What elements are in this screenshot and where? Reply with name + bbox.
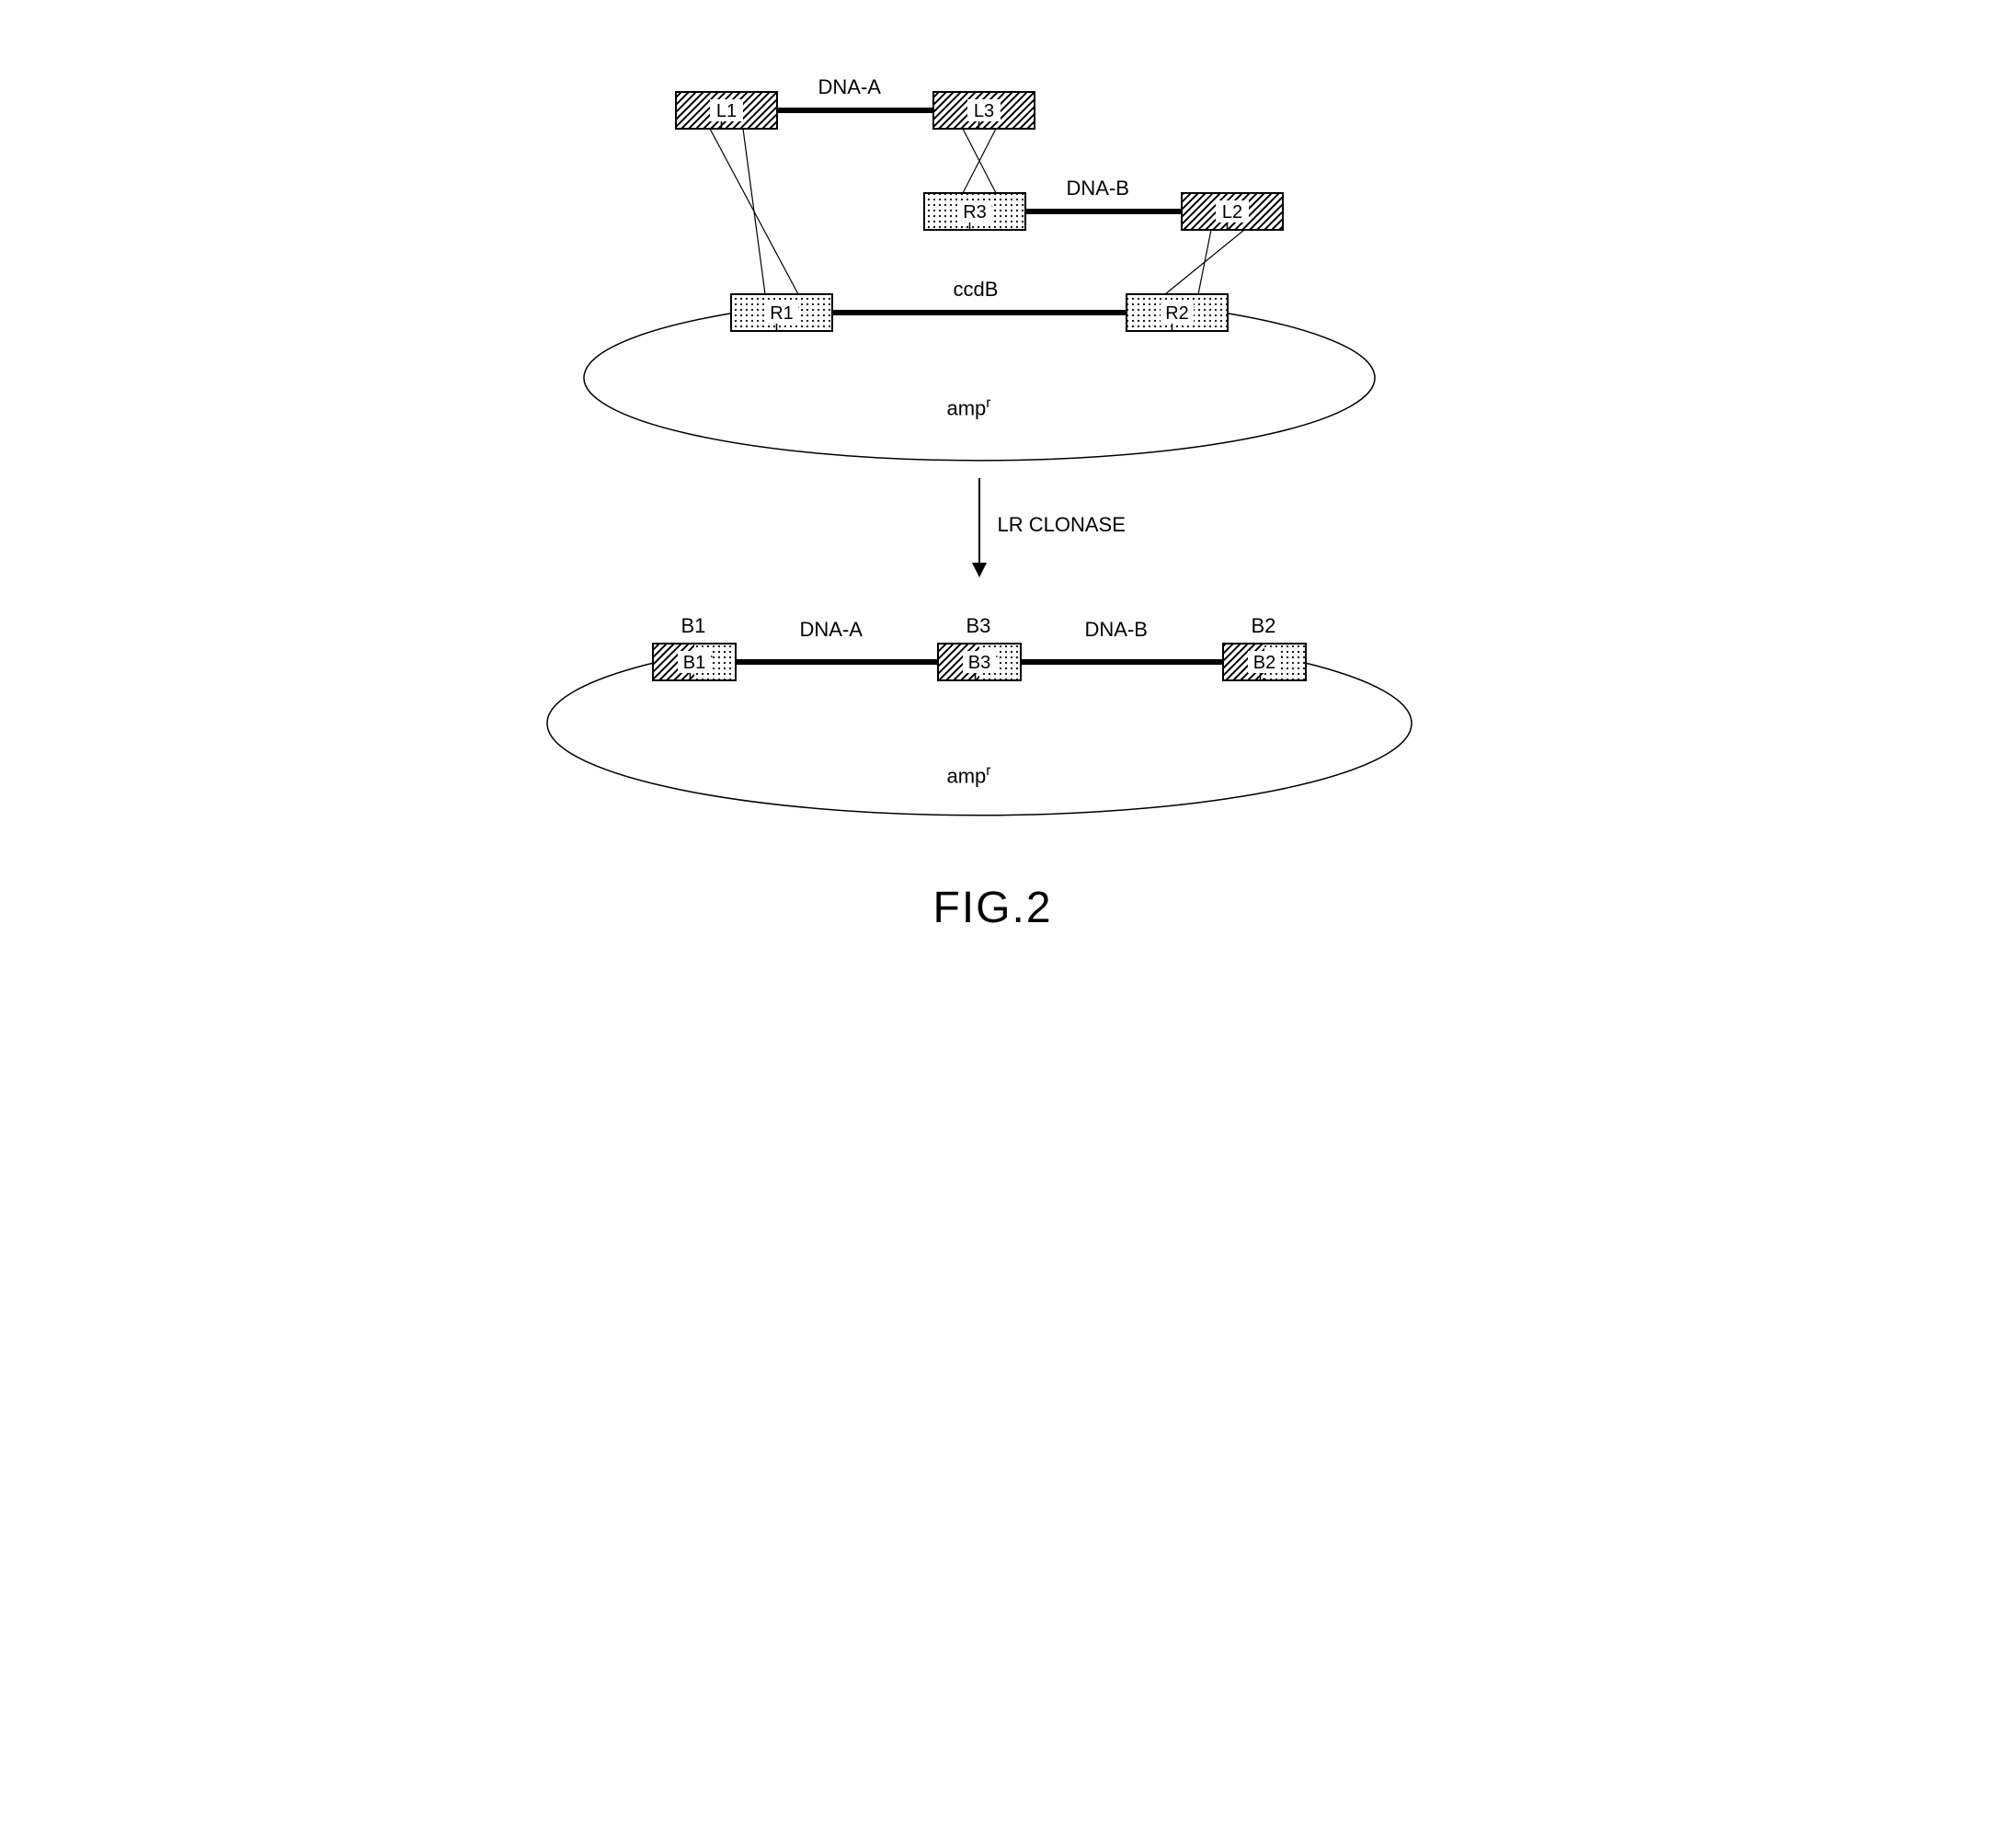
arrow-label: LR CLONASE xyxy=(998,513,1126,537)
att-r2-box: R2 xyxy=(1127,294,1228,331)
recombination-cross-2 xyxy=(1165,230,1244,294)
dna-a-label: DNA-A xyxy=(818,75,881,99)
att-b1-box: B1 xyxy=(653,644,736,680)
figure-title: FIG.2 xyxy=(933,883,1053,933)
att-l2-box-label: L2 xyxy=(1221,202,1241,222)
att-b2-box: B3 xyxy=(938,644,1021,680)
dna-b-label: DNA-B xyxy=(1067,177,1129,200)
att-l1-box: L1 xyxy=(676,92,777,129)
att-r2-box-label: R2 xyxy=(1165,303,1189,324)
recombination-cross-0 xyxy=(743,129,765,294)
att-r1-box: R1 xyxy=(731,294,832,331)
att-r3-box-label: R3 xyxy=(963,202,987,222)
top-amp-label: ampr xyxy=(947,395,991,420)
bottom-plasmid-ellipse xyxy=(547,662,1412,816)
att-b2-box-label: B3 xyxy=(967,653,989,673)
b2-label-above: B3 xyxy=(966,614,991,638)
b3-label-above: B2 xyxy=(1252,614,1276,638)
att-r3-box: R3 xyxy=(924,193,1025,230)
att-b1-box-label: B1 xyxy=(682,653,704,673)
att-l1-box-label: L1 xyxy=(715,101,736,121)
att-l2-box: L2 xyxy=(1182,193,1283,230)
bottom-dna-label-1: DNA-B xyxy=(1085,618,1148,642)
att-l3-box: L3 xyxy=(933,92,1035,129)
top-plasmid-ellipse xyxy=(584,313,1375,461)
att-b3-box-label: B2 xyxy=(1252,653,1275,673)
att-b3-box: B2 xyxy=(1223,644,1306,680)
bottom-amp-label: ampr xyxy=(947,763,991,788)
att-r1-box-label: R1 xyxy=(770,303,794,324)
b1-label-above: B1 xyxy=(681,614,706,638)
bottom-dna-label-0: DNA-A xyxy=(800,618,863,642)
ccdb-label: ccdB xyxy=(954,278,999,302)
att-l3-box-label: L3 xyxy=(973,101,993,121)
